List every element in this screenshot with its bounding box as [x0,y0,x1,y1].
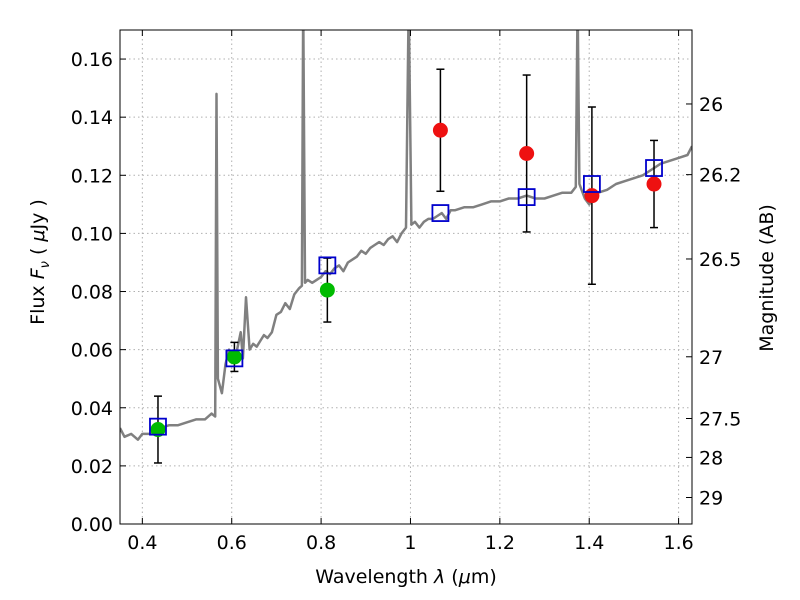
x-tick-label: 1 [404,532,416,554]
x-tick-label: 0.8 [306,532,336,554]
model-square [431,204,450,222]
y-tick-label: 0.02 [71,456,113,478]
x-axis-label: Wavelength λ (μm) [315,566,496,588]
mag-tick-label: 27.5 [699,408,741,430]
x-tick-label: 0.6 [217,532,247,554]
mag-tick-label: 26.5 [699,249,741,271]
mag-tick-label: 29 [699,487,723,509]
y-axis-label-pre: Flux [27,279,49,325]
model-square [583,175,601,193]
y-axis-label-nu: ν [38,261,53,268]
y-axis-label-mid: ( [27,242,49,262]
y-tick-label: 0.06 [71,340,113,362]
model-square [517,188,536,206]
observed-point-green [226,349,242,365]
model-squares-layer [149,159,663,436]
model-square [318,256,337,275]
y-axis-label-mu: μ [27,229,49,242]
y-axis-label-f: F [27,267,49,279]
y2-axis-label: Magnitude (AB) [756,204,778,352]
spectrum-layer [120,30,692,441]
y-tick-label: 0.10 [71,223,113,245]
x-axis-label-mu: μ [458,566,471,588]
grid-layer [120,30,692,525]
y-tick-label: 0.00 [71,514,113,536]
x-tick-label: 1.2 [485,532,515,554]
spectrum-line [120,30,692,441]
observed-point-red [584,188,600,204]
y-axis-label-post: Jy ) [27,199,49,230]
model-square [645,159,663,177]
y-tick-label: 0.08 [71,282,113,304]
mag-tick-label: 27 [699,347,723,369]
x-tick-label: 1.6 [663,532,693,554]
x-axis-label-mid: ( [445,566,458,588]
mag-tick-label: 26 [699,94,723,116]
x-tick-label: 1.4 [574,532,604,554]
observed-point-green [319,282,335,298]
y-tick-label: 0.16 [71,49,113,71]
x-axis-label-lambda: λ [433,566,445,588]
tick-layer: 0.4 0.6 0.8 1 1.2 1.4 1.6 0.00 0.02 0.04 0.06 0.08 0… [71,30,741,554]
y-tick-label: 0.12 [71,165,113,187]
y-tick-label: 0.04 [71,398,113,420]
observed-points-layer [150,122,662,438]
observed-point-red [432,122,448,138]
observed-point-red [646,176,662,192]
model-square [149,417,167,436]
y-axis-label: Flux Fν ( μJy ) [27,199,53,325]
x-axis-label-post: m) [471,566,497,588]
mag-tick-label: 28 [699,447,723,469]
plot-frame [119,29,693,525]
mag-tick-label: 26.2 [699,165,741,187]
model-square [225,349,244,368]
y-tick-label: 0.14 [71,107,113,129]
x-tick-label: 0.4 [127,532,157,554]
observed-point-red [519,146,535,161]
observed-point-green [150,422,166,438]
x-axis-label-pre: Wavelength [315,566,434,588]
